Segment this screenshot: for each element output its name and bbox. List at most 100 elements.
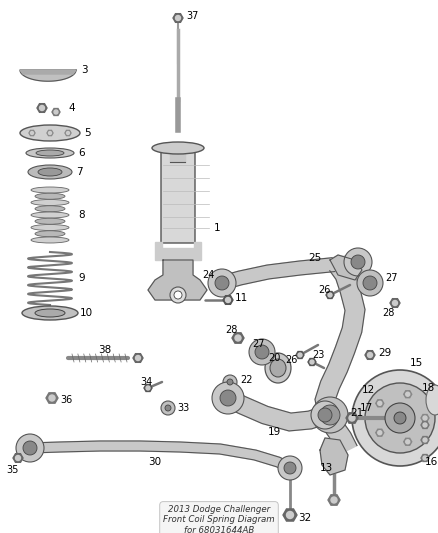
Text: 6: 6: [78, 148, 85, 158]
Text: 4: 4: [68, 103, 74, 113]
Text: 12: 12: [362, 385, 375, 395]
Polygon shape: [155, 242, 201, 260]
Circle shape: [16, 434, 44, 462]
Circle shape: [378, 431, 382, 435]
Polygon shape: [330, 255, 362, 280]
Text: 27: 27: [385, 273, 398, 283]
Polygon shape: [421, 437, 429, 443]
Text: 16: 16: [425, 457, 438, 467]
Polygon shape: [365, 351, 375, 359]
Ellipse shape: [35, 231, 65, 237]
Ellipse shape: [31, 187, 69, 193]
Circle shape: [311, 401, 339, 429]
Polygon shape: [421, 455, 429, 462]
Text: 15: 15: [410, 358, 423, 368]
Circle shape: [406, 440, 410, 444]
Ellipse shape: [38, 168, 62, 176]
Circle shape: [298, 353, 302, 357]
Circle shape: [208, 269, 236, 297]
Circle shape: [357, 270, 383, 296]
Circle shape: [135, 356, 141, 360]
Polygon shape: [308, 359, 316, 366]
Text: 25: 25: [308, 253, 321, 263]
Circle shape: [423, 416, 427, 420]
Polygon shape: [65, 131, 71, 135]
Text: 26: 26: [285, 355, 297, 365]
Circle shape: [227, 379, 233, 385]
Circle shape: [328, 293, 332, 297]
Text: 33: 33: [177, 403, 189, 413]
Circle shape: [284, 462, 296, 474]
Ellipse shape: [35, 193, 65, 199]
Circle shape: [344, 248, 372, 276]
Polygon shape: [326, 292, 334, 298]
Circle shape: [365, 383, 435, 453]
Polygon shape: [47, 131, 53, 135]
Polygon shape: [390, 298, 400, 308]
Text: 2013 Dodge Challenger
Front Coil Spring Diagram
for 68031644AB: 2013 Dodge Challenger Front Coil Spring …: [163, 505, 275, 533]
Polygon shape: [404, 438, 412, 445]
Circle shape: [406, 392, 410, 396]
Circle shape: [352, 370, 438, 466]
Circle shape: [31, 132, 33, 134]
Polygon shape: [315, 259, 365, 455]
Circle shape: [318, 408, 332, 422]
Circle shape: [385, 403, 415, 433]
Text: 10: 10: [80, 308, 93, 318]
Circle shape: [49, 395, 55, 401]
Polygon shape: [148, 260, 207, 300]
Text: 8: 8: [78, 210, 85, 220]
Polygon shape: [328, 495, 340, 505]
Polygon shape: [29, 131, 35, 135]
Text: 29: 29: [378, 348, 391, 358]
Ellipse shape: [20, 125, 80, 141]
Ellipse shape: [35, 218, 65, 224]
Polygon shape: [224, 390, 328, 431]
Ellipse shape: [31, 199, 69, 206]
Ellipse shape: [31, 212, 69, 218]
Text: 9: 9: [78, 273, 85, 283]
Circle shape: [351, 255, 365, 269]
Circle shape: [226, 297, 230, 303]
Text: 35: 35: [6, 465, 18, 475]
Ellipse shape: [35, 206, 65, 212]
Text: 3: 3: [81, 65, 88, 75]
Ellipse shape: [426, 385, 438, 415]
Polygon shape: [376, 429, 384, 436]
Text: 28: 28: [382, 308, 394, 318]
Polygon shape: [173, 14, 183, 22]
Text: 1: 1: [214, 223, 221, 233]
Circle shape: [255, 345, 269, 359]
Polygon shape: [404, 391, 412, 398]
Polygon shape: [220, 255, 359, 290]
Polygon shape: [421, 422, 429, 429]
Text: 28: 28: [225, 325, 237, 335]
Circle shape: [174, 291, 182, 299]
Circle shape: [235, 335, 241, 341]
Polygon shape: [20, 70, 76, 81]
Ellipse shape: [26, 148, 74, 158]
Text: 11: 11: [235, 293, 248, 303]
Circle shape: [39, 106, 45, 110]
Circle shape: [278, 456, 302, 480]
Text: 27: 27: [252, 339, 265, 349]
Polygon shape: [20, 70, 76, 74]
Circle shape: [215, 276, 229, 290]
Polygon shape: [223, 296, 233, 304]
Ellipse shape: [31, 237, 69, 243]
Ellipse shape: [31, 224, 69, 230]
Text: 13: 13: [320, 463, 333, 473]
Circle shape: [223, 375, 237, 389]
Ellipse shape: [35, 309, 65, 317]
Circle shape: [423, 456, 427, 460]
Circle shape: [23, 441, 37, 455]
Circle shape: [176, 15, 180, 20]
Circle shape: [165, 405, 171, 411]
Text: 37: 37: [186, 11, 198, 21]
Polygon shape: [346, 413, 358, 423]
Text: 32: 32: [298, 513, 311, 523]
Circle shape: [312, 397, 348, 433]
Polygon shape: [46, 393, 58, 403]
Circle shape: [15, 456, 21, 461]
Polygon shape: [232, 333, 244, 343]
